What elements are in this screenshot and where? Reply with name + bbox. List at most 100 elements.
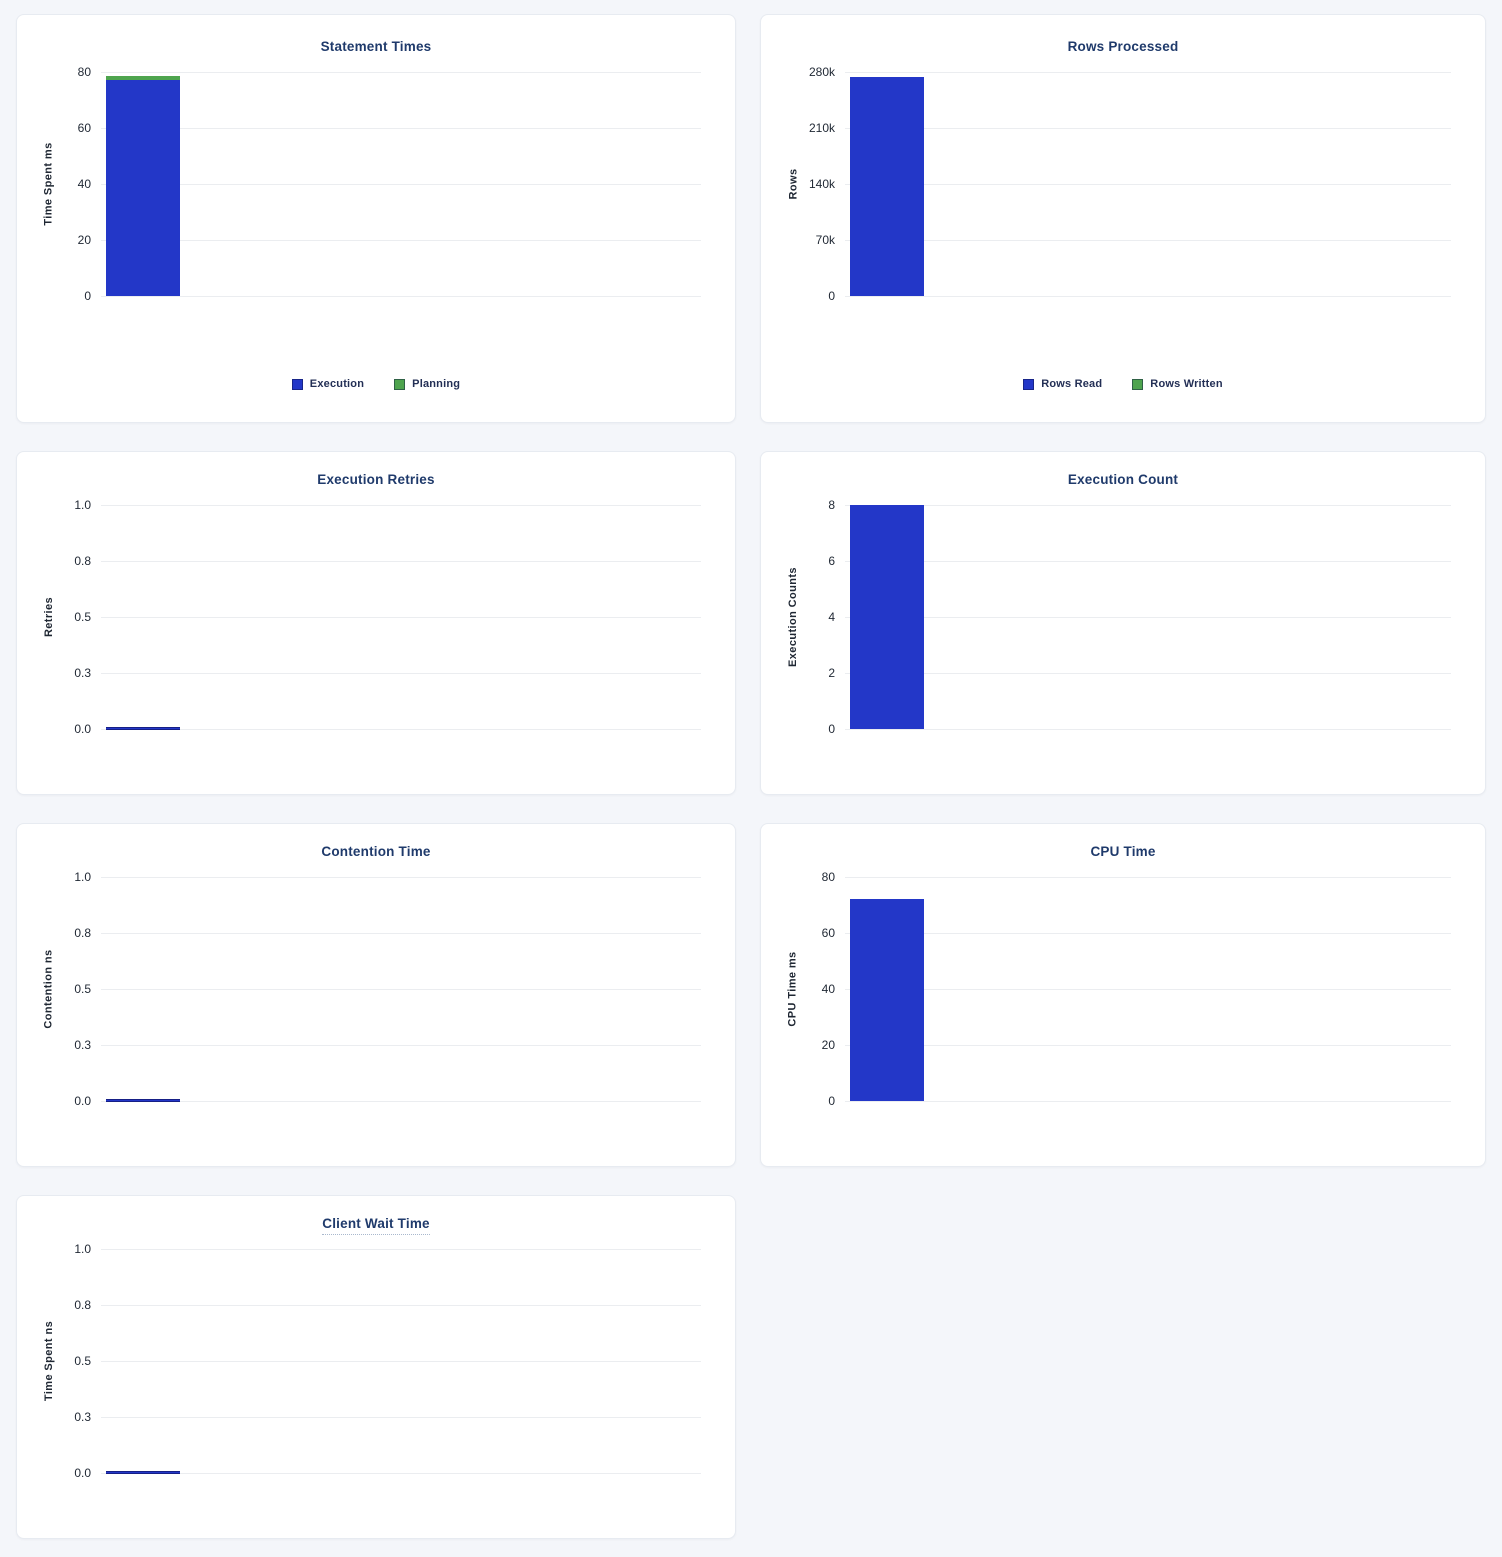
y-tick-label: 80 [821, 870, 835, 884]
y-tick-label: 0.0 [74, 722, 91, 736]
gridline [101, 617, 701, 618]
y-tick-label: 1.0 [74, 1242, 91, 1256]
gridline [845, 673, 1451, 674]
legend-label: Planning [412, 378, 461, 390]
gridline [101, 989, 701, 990]
chart-title-text: Statement Times [320, 39, 432, 54]
gridline [101, 1473, 701, 1474]
plot-area: 1.0 0.8 0.5 0.3 0.0 [74, 870, 701, 1108]
chart-title-execution-retries: Execution Retries [17, 472, 735, 487]
chart-title-contention-time: Contention Time [17, 844, 735, 859]
chart-title-statement-times: Statement Times [17, 39, 735, 54]
bar-segment-cpu-time[interactable] [850, 899, 924, 1101]
gridline [101, 877, 701, 878]
y-tick-label: 6 [828, 554, 835, 568]
gridline [101, 1101, 701, 1102]
y-tick-label: 2 [828, 666, 835, 680]
gridline [845, 240, 1451, 241]
chart-title-cpu-time: CPU Time [761, 844, 1485, 859]
gridline [845, 617, 1451, 618]
gridline [101, 1417, 701, 1418]
gridline [101, 505, 701, 506]
gridline [101, 1361, 701, 1362]
plot-area: 1.0 0.8 0.5 0.3 0.0 [74, 1242, 701, 1480]
y-tick-label: 70k [815, 233, 835, 247]
y-tick-label: 0 [84, 289, 91, 303]
chart-card-rows-processed: Rows Processed Rows 280k 210k 140k 70k 0 Rows R… [760, 14, 1486, 423]
gridline [845, 989, 1451, 990]
bar-stack [850, 877, 924, 1101]
legend-label: Rows Read [1041, 378, 1103, 390]
y-tick-label: 0.8 [74, 554, 91, 568]
y-tick-label: 0.5 [74, 610, 91, 624]
legend-item-rows-read: Rows Read [1023, 378, 1102, 390]
gridline [845, 933, 1451, 934]
chart-title-text: Execution Retries [317, 472, 435, 487]
bar-segment-planning[interactable] [106, 76, 180, 80]
y-tick-label: 210k [808, 121, 835, 135]
chart-title-text: Rows Processed [1067, 39, 1179, 54]
chart-title-rows-processed: Rows Processed [761, 39, 1485, 54]
gridline [845, 1101, 1451, 1102]
bar-segment-execution[interactable] [106, 80, 180, 296]
legend-swatch-rows-read [1023, 378, 1035, 390]
y-tick-label: 0.8 [74, 926, 91, 940]
chart-legend: Rows Read Rows Written [761, 378, 1485, 390]
gridline [845, 184, 1451, 185]
chart-card-execution-retries: Execution Retries Retries 1.0 0.8 0.5 0.3 0.0 [16, 451, 736, 795]
chart-title-client-wait-time: Client Wait Time [17, 1216, 735, 1235]
zero-value-bar-retries[interactable] [106, 727, 180, 730]
chart-title-text: Contention Time [321, 844, 431, 859]
y-tick-label: 140k [808, 177, 835, 191]
zero-value-bar-contention[interactable] [106, 1099, 180, 1102]
y-tick-label: 0.8 [74, 1298, 91, 1312]
gridline [101, 729, 701, 730]
plot-area: 1.0 0.8 0.5 0.3 0.0 [74, 498, 701, 736]
legend-swatch-execution [291, 378, 303, 390]
y-tick-label: 4 [828, 610, 835, 624]
y-tick-label: 0.0 [74, 1466, 91, 1480]
bar-stack [850, 505, 924, 729]
gridline [101, 1045, 701, 1046]
gridline [101, 561, 701, 562]
gridline [845, 296, 1451, 297]
gridline [101, 184, 701, 185]
plot-area: 8 6 4 2 0 [828, 498, 1451, 736]
legend-item-execution: Execution [291, 378, 364, 390]
gridline [845, 1045, 1451, 1046]
y-tick-label: 20 [77, 233, 91, 247]
y-tick-label: 0.3 [74, 1038, 91, 1052]
y-tick-label: 0.3 [74, 1410, 91, 1424]
gridline [101, 296, 701, 297]
chart-title-text-tooltip[interactable]: Client Wait Time [322, 1216, 430, 1235]
chart-card-cpu-time: CPU Time CPU Time ms 80 60 40 20 0 [760, 823, 1486, 1167]
y-tick-label: 0.3 [74, 666, 91, 680]
chart-card-client-wait-time: Client Wait Time Time Spent ns 1.0 0.8 0.5 0.… [16, 1195, 736, 1539]
y-tick-label: 0 [828, 1094, 835, 1108]
bar-segment-execution-count[interactable] [850, 505, 924, 729]
y-tick-label: 0.5 [74, 982, 91, 996]
bar-segment-rows-read[interactable] [850, 77, 924, 296]
plot-area: 280k 210k 140k 70k 0 [809, 65, 1451, 303]
bar-stack [850, 72, 924, 296]
y-tick-label: 20 [821, 1038, 835, 1052]
gridline [845, 72, 1451, 73]
gridline [101, 673, 701, 674]
y-tick-label: 1.0 [74, 870, 91, 884]
gridline [101, 128, 701, 129]
zero-value-bar-client-wait[interactable] [106, 1471, 180, 1474]
gridline [101, 240, 701, 241]
legend-label: Rows Written [1150, 378, 1223, 390]
legend-swatch-planning [394, 378, 406, 390]
legend-item-rows-written: Rows Written [1132, 378, 1223, 390]
legend-swatch-rows-written [1132, 378, 1144, 390]
gridline [845, 128, 1451, 129]
chart-title-text: CPU Time [1090, 844, 1156, 859]
chart-legend: Execution Planning [17, 378, 735, 390]
plot-area: 80 60 40 20 0 [822, 870, 1451, 1108]
legend-item-planning: Planning [394, 378, 460, 390]
chart-title-text: Execution Count [1067, 472, 1179, 487]
plot-area: 80 60 40 20 0 [78, 65, 701, 303]
gridline [101, 1305, 701, 1306]
